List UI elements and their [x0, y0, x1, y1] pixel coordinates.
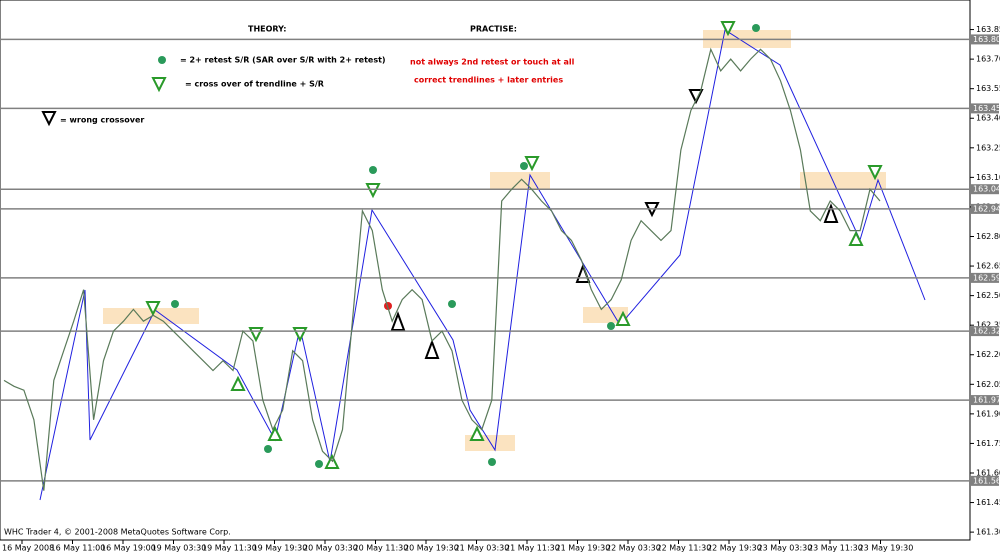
x-tick-label: 20 May 03:30	[303, 544, 358, 553]
x-tick-label: 21 May 03:30	[455, 544, 510, 553]
y-tick-label: 161.75	[976, 439, 1000, 448]
practise-label: PRACTISE:	[470, 25, 517, 34]
legend-crossover: = cross over of trendline + S/R	[185, 80, 324, 89]
x-tick-label: 16 May 11:00	[51, 544, 106, 553]
dots	[158, 24, 760, 468]
y-tick-label: 161.60	[976, 468, 1000, 477]
x-tick-label: 23 May 03:30	[758, 544, 813, 553]
level-box	[971, 326, 999, 337]
x-tick-label: 23 May 19:30	[859, 544, 914, 553]
x-tick-label: 16 May 19:00	[101, 544, 156, 553]
level-label: 162.59	[973, 273, 1000, 282]
y-tick-label: 162.65	[976, 262, 1000, 271]
x-tick-label: 22 May 03:30	[606, 544, 661, 553]
y-tick-label: 161.90	[976, 409, 1000, 418]
y-tick-label: 163.40	[976, 114, 1000, 123]
level-box	[971, 203, 999, 214]
note-not-always: not always 2nd retest or touch at all	[410, 58, 575, 67]
x-tick-label: 22 May 19:30	[707, 544, 762, 553]
x-tick-label: 21 May 11:30	[505, 544, 560, 553]
x-tick-label: 19 May 03:30	[152, 544, 207, 553]
note-correct: correct trendlines + later entries	[414, 76, 563, 85]
x-tick-label: 19 May 19:30	[253, 544, 308, 553]
y-tick-label: 161.45	[976, 498, 1000, 507]
level-label: 162.94	[973, 204, 1000, 213]
y-tick-label: 163.55	[976, 84, 1000, 93]
level-label: 162.32	[973, 327, 1000, 336]
level-label: 161.97	[973, 396, 1000, 405]
x-tick-label: 22 May 11:30	[657, 544, 712, 553]
level-label: 163.04	[973, 185, 1000, 194]
y-tick-label: 162.35	[976, 321, 1000, 330]
level-box	[971, 103, 999, 114]
y-tick-label: 162.80	[976, 232, 1000, 241]
x-tick-label: 21 May 19:30	[556, 544, 611, 553]
level-label: 161.56	[973, 476, 1000, 485]
y-tick-label: 163.85	[976, 25, 1000, 34]
theory-label: THEORY:	[248, 25, 286, 34]
x-tick-label: 19 May 11:30	[202, 544, 257, 553]
y-tick-label: 163.25	[976, 143, 1000, 152]
legend-retest: = 2+ retest S/R (SAR over S/R with 2+ re…	[180, 56, 386, 65]
y-tick-label: 163.10	[976, 173, 1000, 182]
y-tick-label: 161.30	[976, 528, 1000, 537]
x-tick-label: 23 May 11:30	[808, 544, 863, 553]
level-box	[971, 34, 999, 45]
level-box	[971, 395, 999, 406]
level-box	[971, 475, 999, 486]
x-tick-label: 20 May 11:30	[354, 544, 409, 553]
copyright: WHC Trader 4, © 2001-2008 MetaQuotes Sof…	[4, 528, 231, 537]
level-box	[971, 272, 999, 283]
level-label: 163.80	[973, 35, 1000, 44]
level-label: 163.45	[973, 104, 1000, 113]
y-tick-label: 163.70	[976, 55, 1000, 64]
price-line	[3, 47, 881, 491]
y-tick-label: 162.05	[976, 380, 1000, 389]
legend-wrong: = wrong crossover	[60, 116, 144, 125]
y-tick-label: 162.50	[976, 291, 1000, 300]
x-tick-label: 20 May 19:30	[404, 544, 459, 553]
x-tick-label: 16 May 2008	[2, 544, 54, 553]
y-tick-label: 162.20	[976, 350, 1000, 359]
level-box	[971, 184, 999, 195]
